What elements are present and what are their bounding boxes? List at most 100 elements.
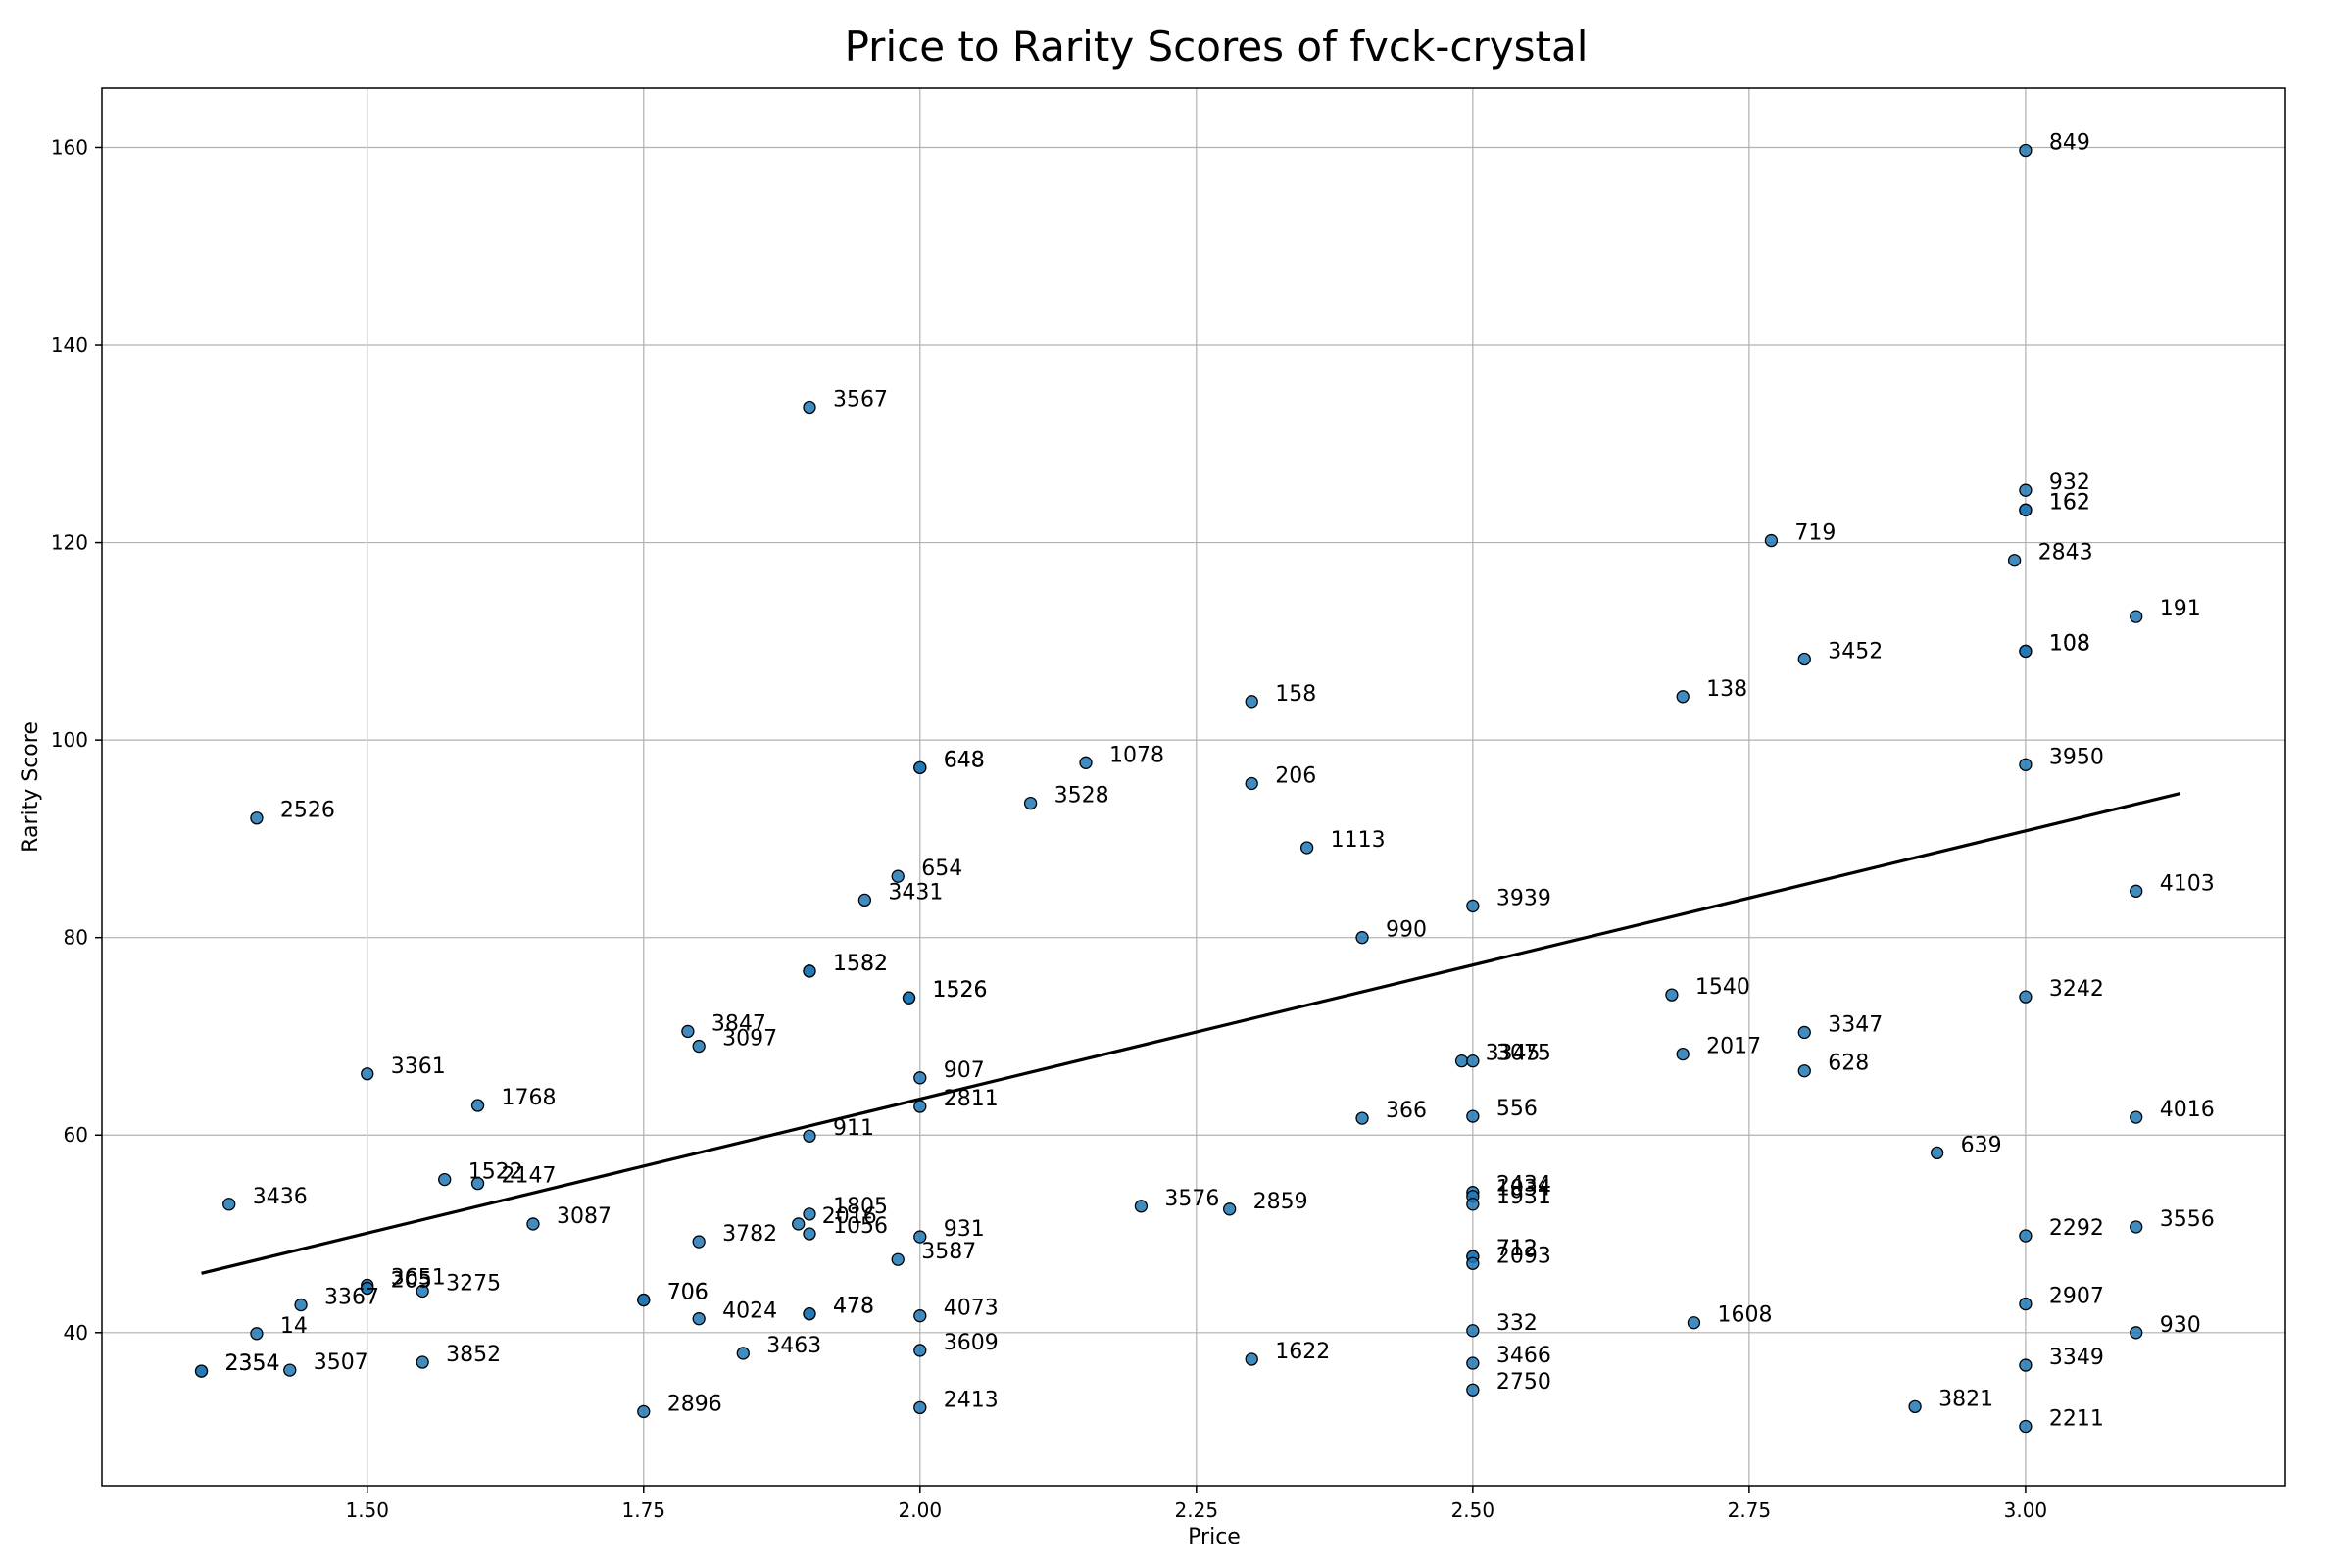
data-point (283, 1363, 297, 1377)
point-label: 2907 (2049, 1285, 2104, 1309)
point-label: 648 (944, 748, 985, 772)
data-point (416, 1284, 429, 1298)
point-label: 3345 (1486, 1042, 1541, 1066)
data-point (1454, 1054, 1469, 1068)
data-point (913, 1230, 927, 1244)
data-point (913, 1100, 927, 1113)
data-point (736, 1347, 750, 1360)
data-point (913, 1400, 927, 1415)
point-label: 3436 (253, 1185, 308, 1209)
point-label: 2093 (1496, 1244, 1551, 1268)
point-label: 2811 (944, 1087, 999, 1111)
data-point (470, 1099, 485, 1112)
point-label: 3587 (921, 1240, 976, 1264)
point-label: 3821 (1938, 1387, 1993, 1411)
point-label: 4024 (722, 1299, 777, 1324)
data-point (2019, 644, 2033, 659)
data-point (1079, 756, 1093, 769)
point-label: 3275 (446, 1271, 501, 1296)
point-label: 3087 (557, 1204, 612, 1229)
data-point (2130, 1110, 2143, 1124)
point-label: 332 (1496, 1311, 1538, 1336)
point-label: 205 (391, 1268, 432, 1293)
point-label: 3609 (944, 1331, 999, 1355)
data-point (250, 1327, 264, 1341)
data-point (891, 869, 905, 883)
y-axis-ticks: 40 60 80 100 120 140 160 (51, 135, 102, 1345)
point-label: 706 (667, 1281, 709, 1305)
point-label: 654 (921, 857, 962, 881)
point-label: 2016 (822, 1204, 877, 1229)
data-point (792, 1217, 806, 1231)
data-point (902, 991, 916, 1004)
data-point (803, 964, 816, 978)
data-point (1466, 1198, 1480, 1211)
data-point (803, 1207, 816, 1221)
data-point (1676, 1047, 1690, 1061)
data-point (1245, 1352, 1258, 1366)
data-point (891, 1252, 905, 1266)
point-label: 1805 (833, 1195, 888, 1219)
point-label: 162 (2049, 490, 2090, 514)
point-label: 3466 (1496, 1344, 1551, 1368)
data-point (1466, 1109, 1480, 1123)
point-label: 990 (1386, 918, 1427, 943)
point-label: 628 (1828, 1052, 1869, 1076)
data-point (361, 1281, 374, 1296)
data-point (2019, 483, 2033, 497)
data-point (2019, 1229, 2033, 1243)
x-tick-label: 1.75 (622, 1498, 666, 1522)
point-label: 3651 (391, 1265, 446, 1290)
data-point (681, 1024, 695, 1039)
data-point (1245, 695, 1258, 709)
data-point (913, 760, 927, 774)
data-point (194, 1364, 209, 1378)
y-tick-label: 160 (51, 135, 88, 159)
data-point (1245, 776, 1258, 791)
data-point (2130, 610, 2143, 623)
data-point (1676, 690, 1690, 704)
point-label: 1931 (1496, 1185, 1551, 1209)
point-label: 3847 (711, 1011, 766, 1036)
x-axis-label: Price (1188, 1525, 1241, 1549)
point-label: 3242 (2049, 977, 2104, 1002)
data-point (803, 1227, 816, 1241)
data-point (2019, 758, 2033, 771)
point-label: 3349 (2049, 1346, 2104, 1370)
point-label: 907 (944, 1058, 985, 1083)
point-label: 1622 (1275, 1340, 1330, 1364)
point-label: 2896 (667, 1392, 722, 1416)
point-label: 931 (944, 1217, 985, 1242)
y-tick-label: 100 (51, 728, 88, 752)
y-tick-label: 60 (64, 1123, 88, 1147)
data-point (250, 811, 264, 825)
point-label: 3852 (446, 1343, 501, 1367)
data-point (2019, 143, 2033, 158)
point-label: 3567 (833, 388, 888, 413)
data-point (416, 1355, 429, 1369)
data-point (2019, 1419, 2033, 1434)
point-label: 3431 (888, 880, 943, 905)
data-point (2130, 884, 2143, 898)
data-point (913, 1344, 927, 1357)
point-label: 205 (391, 1268, 432, 1293)
x-tick-label: 2.25 (1175, 1498, 1219, 1522)
point-label: 138 (1706, 677, 1747, 702)
point-label: 3507 (314, 1350, 368, 1375)
point-label: 1768 (502, 1086, 557, 1110)
data-point (1797, 1025, 1811, 1040)
point-label: 1608 (1717, 1303, 1772, 1328)
point-label: 2413 (944, 1388, 999, 1412)
data-point (637, 1404, 651, 1419)
x-axis-ticks: 1.50 1.75 2.00 2.25 2.50 2.75 3.00 (345, 1486, 2047, 1522)
point-label: 3528 (1054, 784, 1109, 808)
point-label: 3782 (722, 1222, 777, 1247)
data-point (294, 1298, 308, 1312)
point-label: 3950 (2049, 745, 2104, 769)
data-point (1466, 899, 1480, 913)
point-label: 478 (833, 1295, 874, 1319)
point-label: 556 (1496, 1097, 1538, 1121)
point-label: 2354 (225, 1351, 280, 1376)
point-label: 1582 (833, 952, 888, 976)
x-tick-label: 2.50 (1451, 1498, 1495, 1522)
